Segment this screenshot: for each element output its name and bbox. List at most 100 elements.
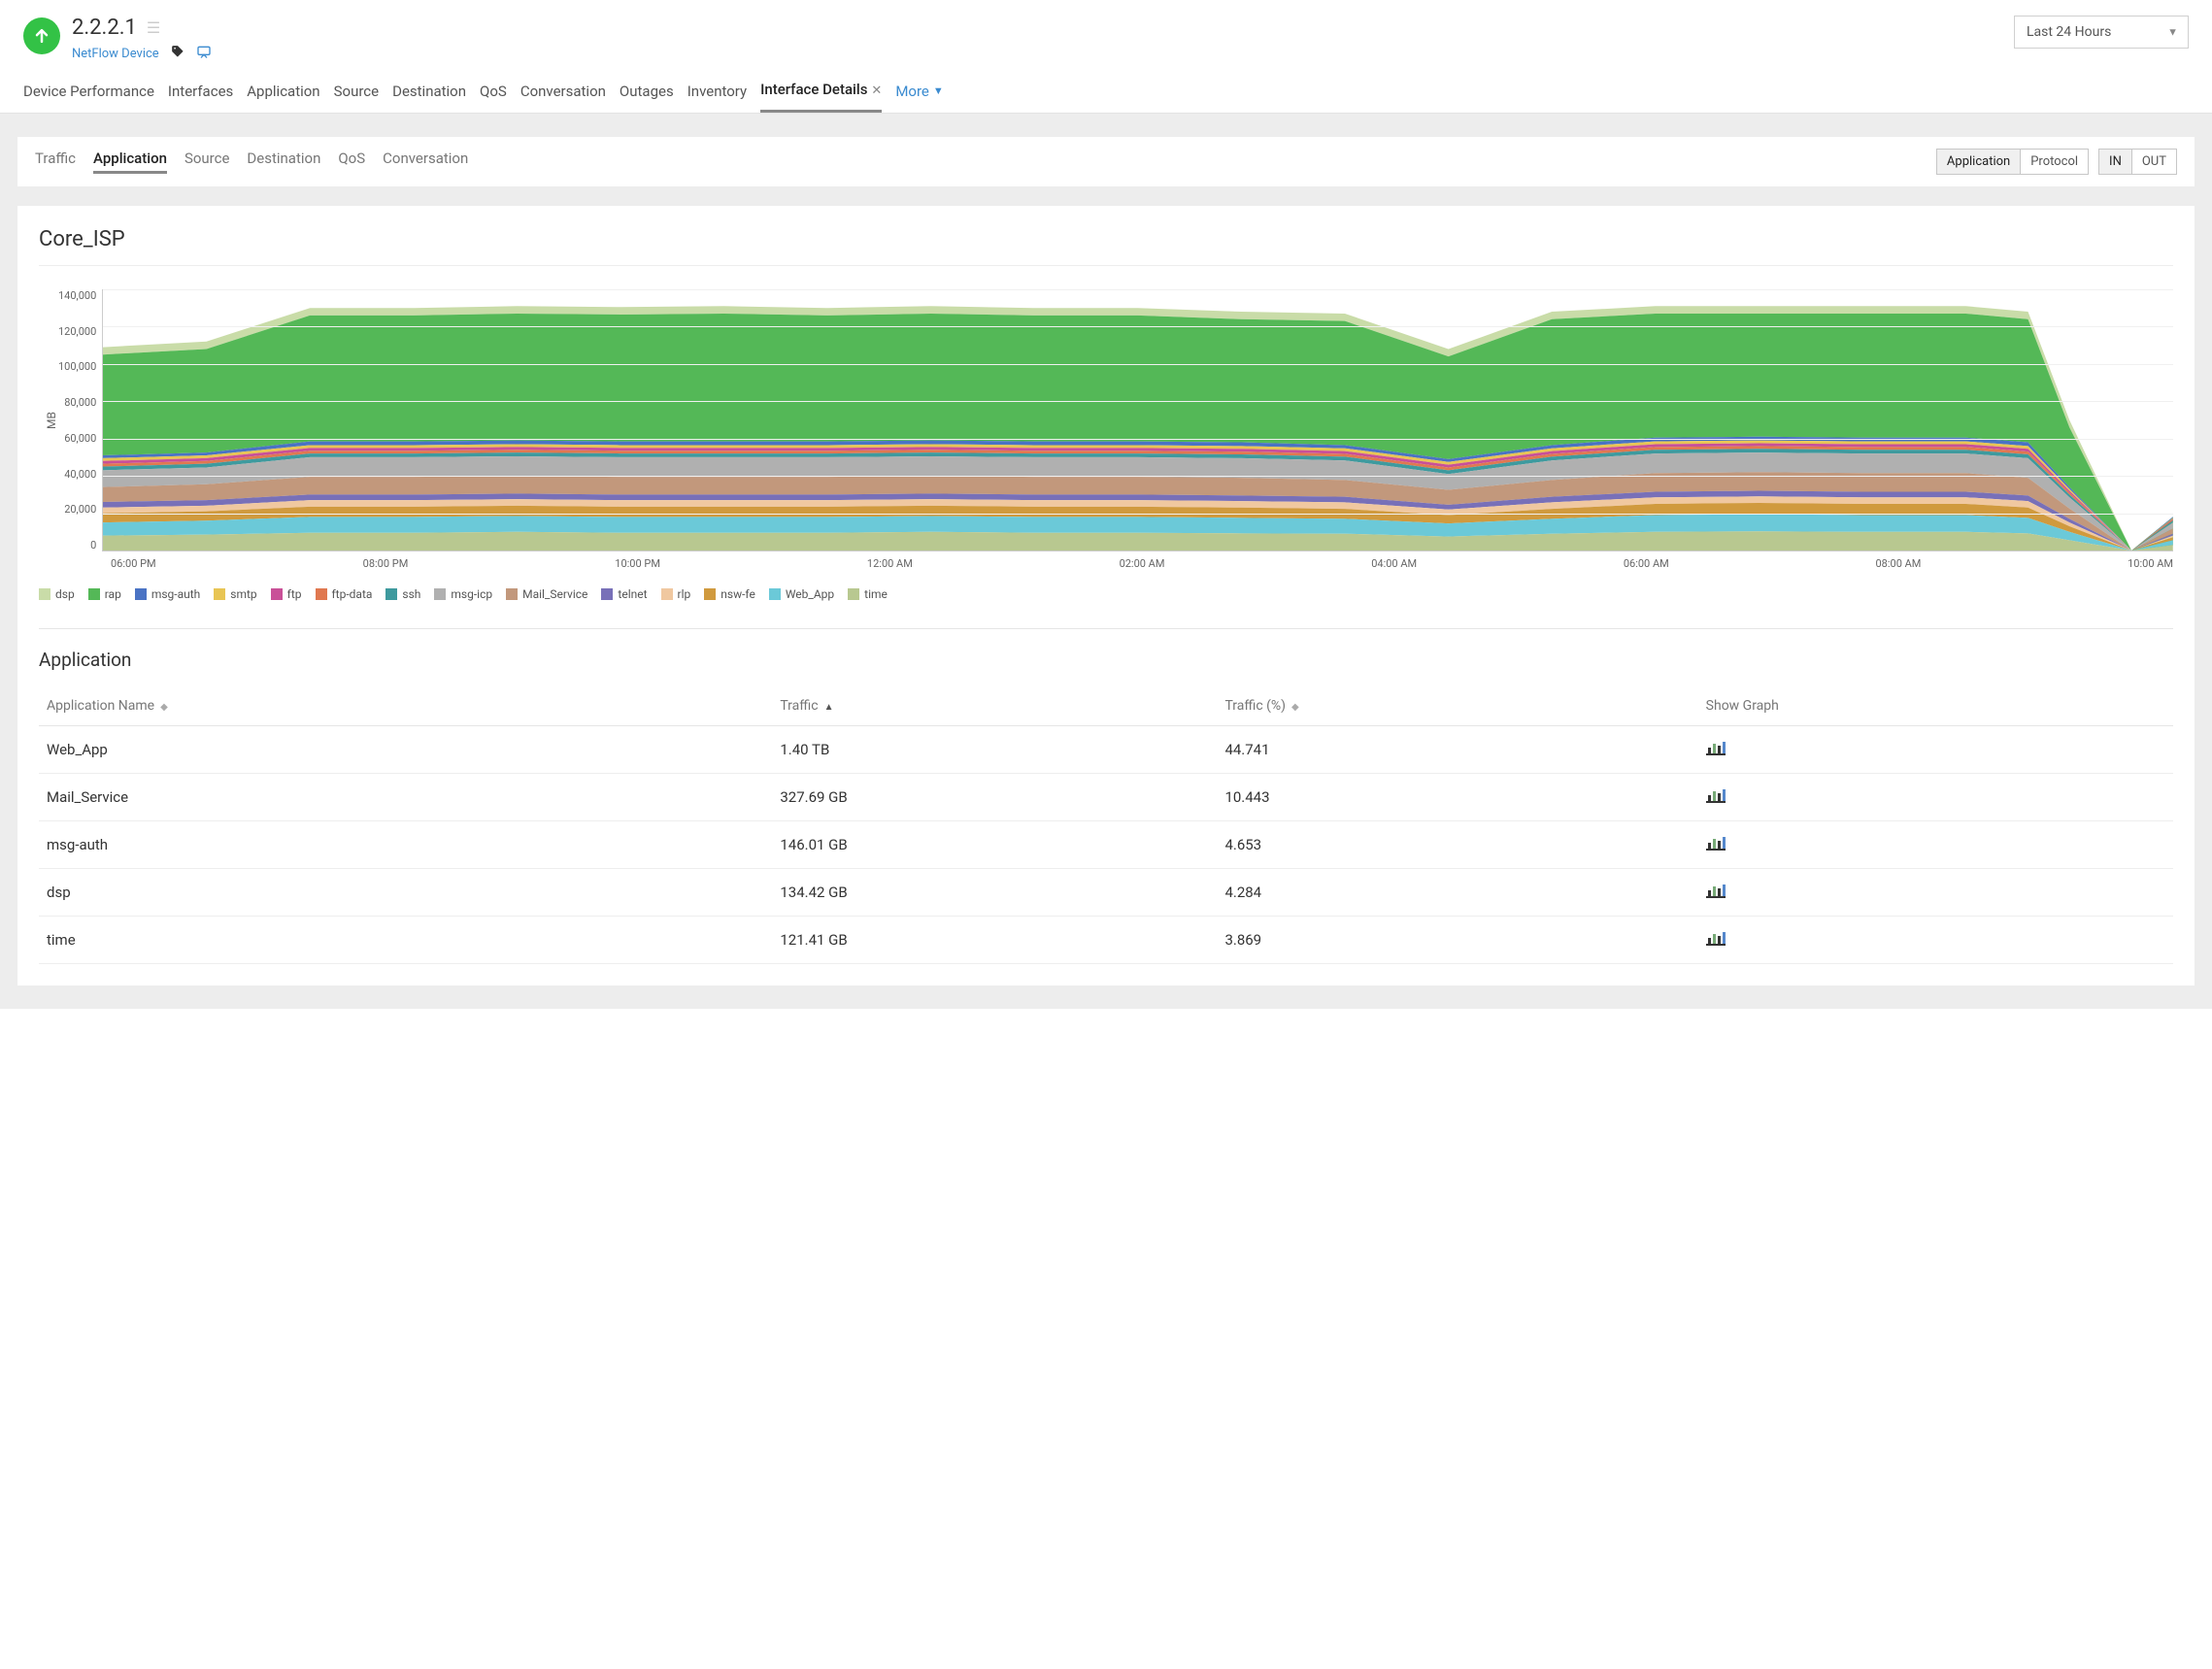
sub-tab-conversation[interactable]: Conversation [383, 150, 468, 174]
sort-both-icon: ◆ [1291, 702, 1299, 713]
legend-label: smtp [230, 587, 256, 601]
legend-label: ftp [287, 587, 302, 601]
legend-item-rap[interactable]: rap [88, 587, 121, 601]
legend-item-time[interactable]: time [848, 587, 888, 601]
main-tab-destination[interactable]: Destination [392, 83, 466, 112]
legend-item-ftp[interactable]: ftp [271, 587, 302, 601]
y-axis-label: MB [39, 289, 58, 551]
legend-swatch-icon [434, 588, 446, 600]
legend-label: rlp [678, 587, 691, 601]
chart-plot [102, 289, 2173, 551]
legend-swatch-icon [661, 588, 673, 600]
show-graph-icon[interactable] [1706, 883, 1726, 902]
chat-icon[interactable] [196, 44, 212, 63]
tag-icon[interactable] [171, 45, 184, 62]
sub-tab-destination[interactable]: Destination [247, 150, 320, 174]
legend-swatch-icon [214, 588, 225, 600]
legend-swatch-icon [506, 588, 518, 600]
more-tabs-link[interactable]: More ▼ [895, 83, 943, 112]
main-tab-device-performance[interactable]: Device Performance [23, 83, 154, 112]
sub-tabs: Traffic Application Source Destination QoS Co… [35, 150, 468, 174]
dropdown-caret-icon: ▼ [2167, 26, 2178, 39]
legend-swatch-icon [316, 588, 327, 600]
legend-label: time [864, 587, 888, 601]
legend-swatch-icon [135, 588, 147, 600]
application-table: Application Name◆Traffic▲Traffic (%)◆Sho… [39, 686, 2173, 964]
table-col-traffic-[interactable]: Traffic (%)◆ [1217, 686, 1697, 726]
legend-item-ssh[interactable]: ssh [385, 587, 420, 601]
cell-traffic: 1.40 TB [772, 726, 1217, 774]
legend-swatch-icon [385, 588, 397, 600]
legend-swatch-icon [88, 588, 100, 600]
legend-label: Mail_Service [522, 587, 587, 601]
main-tab-outages[interactable]: Outages [620, 83, 674, 112]
main-tab-conversation[interactable]: Conversation [520, 83, 606, 112]
table-col-application-name[interactable]: Application Name◆ [39, 686, 772, 726]
main-tab-interfaces[interactable]: Interfaces [168, 83, 233, 112]
view-toggle-application[interactable]: Application [1937, 150, 2020, 174]
cell-app-name: Mail_Service [39, 774, 772, 821]
legend-item-msg-auth[interactable]: msg-auth [135, 587, 200, 601]
show-graph-icon[interactable] [1706, 930, 1726, 950]
sub-tab-source[interactable]: Source [184, 150, 229, 174]
legend-item-Mail_Service[interactable]: Mail_Service [506, 587, 587, 601]
cell-traffic-pct: 4.284 [1217, 869, 1697, 917]
sub-tab-traffic[interactable]: Traffic [35, 150, 76, 174]
table-row: Mail_Service327.69 GB10.443 [39, 774, 2173, 821]
legend-item-dsp[interactable]: dsp [39, 587, 75, 601]
show-graph-icon[interactable] [1706, 787, 1726, 807]
main-tab-interface-details[interactable]: Interface Details✕ [760, 81, 882, 113]
cell-traffic-pct: 3.869 [1217, 917, 1697, 964]
table-header-row: Application Name◆Traffic▲Traffic (%)◆Sho… [39, 686, 2173, 726]
tab-close-icon[interactable]: ✕ [871, 83, 882, 98]
legend-swatch-icon [39, 588, 50, 600]
main-tab-application[interactable]: Application [247, 83, 319, 112]
sub-tab-bar: Traffic Application Source Destination QoS Co… [17, 137, 2195, 186]
table-col-show-graph[interactable]: Show Graph [1698, 686, 2173, 726]
table-row: Web_App1.40 TB44.741 [39, 726, 2173, 774]
y-tick: 20,000 [64, 503, 96, 516]
legend-item-ftp-data[interactable]: ftp-data [316, 587, 373, 601]
sub-tab-application[interactable]: Application [93, 150, 167, 174]
main-tab-inventory[interactable]: Inventory [687, 83, 747, 112]
chart-legend: dsp rap msg-auth smtp ftp ftp-data ssh msg-icp M… [39, 587, 2173, 601]
table-col-traffic[interactable]: Traffic▲ [772, 686, 1217, 726]
chart-panel: Core_ISP MB 140,000120,000100,00080,0006… [17, 206, 2195, 985]
main-tab-qos[interactable]: QoS [480, 83, 507, 112]
show-graph-icon[interactable] [1706, 835, 1726, 854]
show-graph-icon[interactable] [1706, 740, 1726, 759]
y-tick: 120,000 [58, 325, 96, 338]
device-status-icon [23, 17, 60, 54]
dir-toggle-out[interactable]: OUT [2131, 150, 2176, 174]
cell-app-name: time [39, 917, 772, 964]
x-tick: 06:00 PM [111, 557, 363, 570]
legend-item-smtp[interactable]: smtp [214, 587, 256, 601]
cell-traffic: 121.41 GB [772, 917, 1217, 964]
time-range-select[interactable]: Last 24 Hours ▼ [2014, 16, 2189, 49]
cell-traffic-pct: 4.653 [1217, 821, 1697, 869]
x-tick: 06:00 AM [1624, 557, 1876, 570]
device-menu-icon[interactable]: ☰ [147, 20, 160, 36]
dir-toggle-in[interactable]: IN [2099, 150, 2131, 174]
legend-swatch-icon [848, 588, 859, 600]
main-tab-source[interactable]: Source [334, 83, 379, 112]
legend-label: Web_App [786, 587, 834, 601]
device-type-link[interactable]: NetFlow Device [72, 47, 159, 61]
x-tick: 08:00 PM [363, 557, 616, 570]
cell-app-name: dsp [39, 869, 772, 917]
cell-traffic: 146.01 GB [772, 821, 1217, 869]
table-title: Application [39, 649, 2173, 671]
y-tick: 0 [90, 539, 96, 551]
view-toggle-protocol[interactable]: Protocol [2020, 150, 2088, 174]
legend-item-telnet[interactable]: telnet [601, 587, 647, 601]
legend-label: rap [105, 587, 121, 601]
legend-label: dsp [55, 587, 75, 601]
legend-item-msg-icp[interactable]: msg-icp [434, 587, 492, 601]
sub-tab-qos[interactable]: QoS [338, 150, 365, 174]
legend-item-rlp[interactable]: rlp [661, 587, 691, 601]
content-area: Traffic Application Source Destination QoS Co… [0, 114, 2212, 1009]
legend-label: msg-auth [151, 587, 200, 601]
view-mode-toggle: ApplicationProtocol [1936, 149, 2089, 175]
legend-item-Web_App[interactable]: Web_App [769, 587, 834, 601]
legend-item-nsw-fe[interactable]: nsw-fe [704, 587, 755, 601]
